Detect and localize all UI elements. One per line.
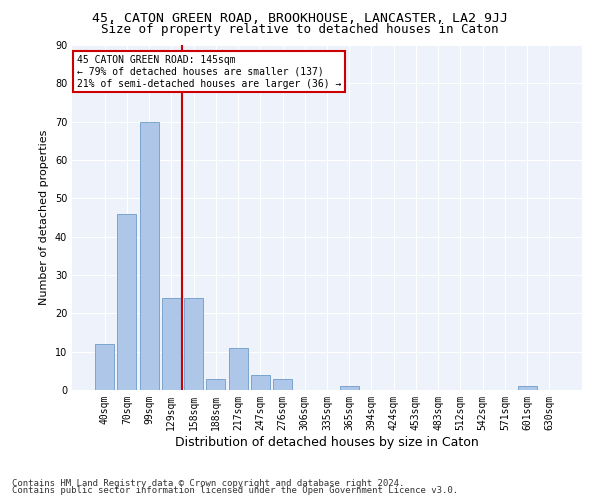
Bar [206, 378, 225, 390]
Text: Contains HM Land Registry data © Crown copyright and database right 2024.: Contains HM Land Registry data © Crown c… [12, 478, 404, 488]
Bar [140, 122, 158, 390]
Bar [118, 214, 136, 390]
Bar [162, 298, 181, 390]
Bar [251, 374, 270, 390]
Bar [273, 378, 292, 390]
Bar [229, 348, 248, 390]
Text: Size of property relative to detached houses in Caton: Size of property relative to detached ho… [101, 22, 499, 36]
Text: 45, CATON GREEN ROAD, BROOKHOUSE, LANCASTER, LA2 9JJ: 45, CATON GREEN ROAD, BROOKHOUSE, LANCAS… [92, 12, 508, 24]
Bar [95, 344, 114, 390]
X-axis label: Distribution of detached houses by size in Caton: Distribution of detached houses by size … [175, 436, 479, 448]
Bar [518, 386, 536, 390]
Bar [340, 386, 359, 390]
Y-axis label: Number of detached properties: Number of detached properties [39, 130, 49, 305]
Text: Contains public sector information licensed under the Open Government Licence v3: Contains public sector information licen… [12, 486, 458, 495]
Bar [184, 298, 203, 390]
Text: 45 CATON GREEN ROAD: 145sqm
← 79% of detached houses are smaller (137)
21% of se: 45 CATON GREEN ROAD: 145sqm ← 79% of det… [77, 56, 341, 88]
